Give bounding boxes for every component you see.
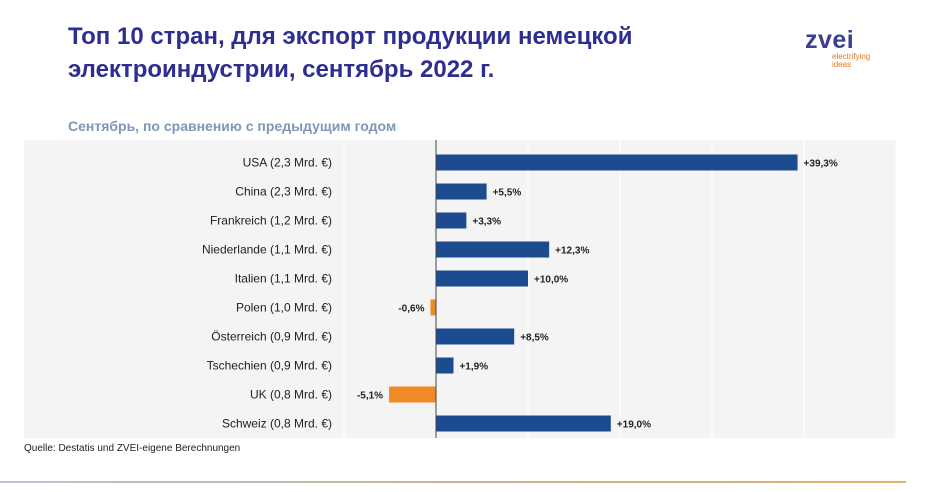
data-label: +10,0%: [534, 275, 568, 286]
footer-divider: [0, 481, 906, 483]
bar: [436, 154, 798, 171]
bar: [436, 328, 515, 345]
logo-wordmark: zvei: [805, 26, 855, 54]
bar: [436, 241, 550, 258]
category-label: Österreich (0,9 Mrd. €): [211, 330, 332, 344]
category-label: Polen (1,0 Mrd. €): [236, 301, 332, 315]
data-label: -5,1%: [357, 391, 383, 402]
data-label: +19,0%: [617, 420, 651, 431]
bar: [436, 270, 528, 287]
source-note: Quelle: Destatis und ZVEI-eigene Berechn…: [24, 443, 241, 454]
data-label: +5,5%: [493, 188, 522, 199]
category-label: Italien (1,1 Mrd. €): [235, 272, 332, 286]
bar: [436, 357, 454, 374]
chart-subtitle: Сентябрь, по сравнению с предыдущим годо…: [68, 118, 397, 134]
bar: [430, 299, 436, 316]
bar: [389, 386, 436, 403]
category-label: USA (2,3 Mrd. €): [243, 156, 332, 170]
data-label: +8,5%: [520, 333, 549, 344]
category-label: UK (0,8 Mrd. €): [250, 388, 332, 402]
bar: [436, 415, 611, 432]
bar: [436, 183, 487, 200]
data-label: +12,3%: [555, 246, 589, 257]
data-label: +39,3%: [804, 159, 838, 170]
category-label: China (2,3 Mrd. €): [235, 185, 332, 199]
category-label: Schweiz (0,8 Mrd. €): [222, 417, 332, 431]
category-label: Niederlande (1,1 Mrd. €): [202, 243, 332, 257]
data-label: -0,6%: [398, 304, 424, 315]
category-label: Tschechien (0,9 Mrd. €): [207, 359, 332, 373]
logo-tagline-line-1: electrifying: [832, 52, 871, 61]
logo-tagline-line-2: ideas: [832, 60, 852, 69]
bar: [436, 212, 467, 229]
data-label: +3,3%: [472, 217, 501, 228]
chart-title: Топ 10 стран, для экспорт продукции неме…: [68, 23, 633, 83]
zvei-logo: zvei electrifying ideas: [805, 26, 895, 69]
bar-chart: USA (2,3 Mrd. €) +39,3% China (2,3 Mrd. €)…: [202, 140, 896, 438]
category-label: Frankreich (1,2 Mrd. €): [210, 214, 332, 228]
data-label: +1,9%: [459, 362, 488, 373]
